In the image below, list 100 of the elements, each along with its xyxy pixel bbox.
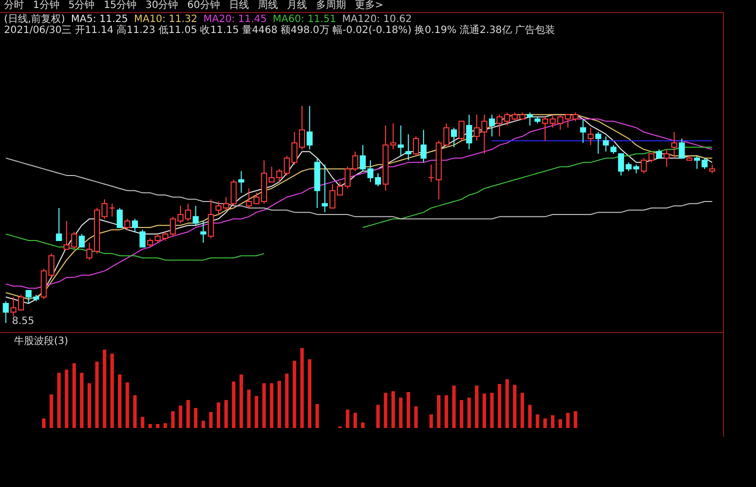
bar [42, 418, 46, 428]
bar [574, 411, 578, 428]
candlestick [208, 198, 214, 239]
text: MA20: 11.45 [203, 14, 267, 25]
bar [376, 404, 380, 428]
bar [482, 394, 486, 428]
candlestick [602, 136, 609, 152]
bar [240, 374, 244, 428]
bar [474, 386, 478, 428]
bar [406, 392, 410, 428]
text: MA5: 11.25 [70, 14, 128, 25]
candlestick [428, 164, 434, 182]
bar [566, 412, 570, 428]
candlestick [412, 136, 419, 156]
bar [300, 348, 304, 428]
text: 60分钟 [187, 0, 220, 11]
bar [247, 390, 251, 428]
text: 15分钟 [104, 0, 136, 11]
candlestick [420, 129, 427, 163]
candlestick [458, 120, 465, 142]
bar [490, 392, 494, 428]
bar [64, 370, 68, 428]
candlestick [132, 218, 138, 232]
bar [133, 395, 137, 428]
candlestick [595, 132, 602, 154]
candlestick [398, 125, 404, 156]
candlestick [671, 132, 678, 159]
candlestick [580, 118, 586, 144]
candlestick [678, 138, 685, 159]
candlestick [474, 114, 480, 142]
candlestick [124, 218, 130, 230]
bar [50, 394, 54, 428]
bar [232, 382, 236, 428]
bar [361, 422, 365, 428]
text: MA60: 11.51 [272, 14, 336, 25]
candlestick [238, 170, 244, 194]
bar [505, 379, 509, 428]
candlestick [526, 112, 533, 126]
bar [452, 386, 456, 428]
bar [164, 423, 168, 428]
candlestick [192, 205, 199, 226]
bar [186, 400, 190, 428]
candlestick [450, 127, 457, 148]
bar [315, 404, 319, 428]
text: 分时 [4, 0, 24, 11]
bar [353, 412, 357, 428]
bar [171, 411, 175, 428]
candlestick [140, 229, 146, 248]
bar [102, 350, 106, 428]
candlestick [56, 207, 62, 242]
bar [558, 419, 562, 428]
bar [57, 372, 61, 428]
bar [444, 395, 448, 428]
bar [543, 418, 547, 428]
text: 周线 [258, 0, 278, 11]
bar [262, 383, 266, 428]
bar [536, 414, 540, 428]
candlestick [405, 134, 412, 161]
candlestick [78, 234, 85, 248]
annotation: 8.55 [12, 316, 34, 327]
bar [110, 354, 114, 428]
bar [285, 374, 289, 428]
bar [414, 406, 418, 428]
bar [118, 374, 122, 428]
bar [437, 395, 441, 428]
text: MA10: 11.32 [134, 14, 198, 25]
candlestick [488, 114, 495, 137]
candlestick [200, 220, 206, 244]
candlestick [664, 148, 670, 168]
bar [148, 424, 152, 428]
bar [550, 415, 554, 428]
candlestick [588, 127, 594, 146]
bar [277, 380, 281, 428]
bar [178, 406, 182, 428]
bar [224, 400, 228, 428]
candlestick [2, 300, 9, 324]
candlestick [116, 207, 123, 228]
bar [467, 398, 471, 428]
bar [80, 372, 84, 428]
bar [391, 391, 395, 428]
bar [254, 396, 258, 428]
bar [498, 384, 502, 428]
text: 1分钟 [33, 0, 60, 11]
bar [399, 398, 403, 428]
bar [528, 404, 532, 428]
text: 5分钟 [68, 0, 95, 11]
candlestick [306, 106, 313, 150]
candlestick [481, 114, 488, 154]
bar [126, 382, 130, 428]
bar [140, 416, 144, 428]
candlestick [466, 114, 472, 150]
text: 更多> [354, 0, 384, 11]
text: MA120: 10.62 [342, 14, 412, 25]
bar [209, 412, 213, 428]
bar [308, 359, 312, 428]
chart-title: (日线,前复权) [4, 14, 65, 25]
text: 月线 [286, 0, 307, 11]
bar [95, 362, 99, 428]
text: 多周期 [316, 0, 346, 11]
bar [72, 363, 76, 428]
